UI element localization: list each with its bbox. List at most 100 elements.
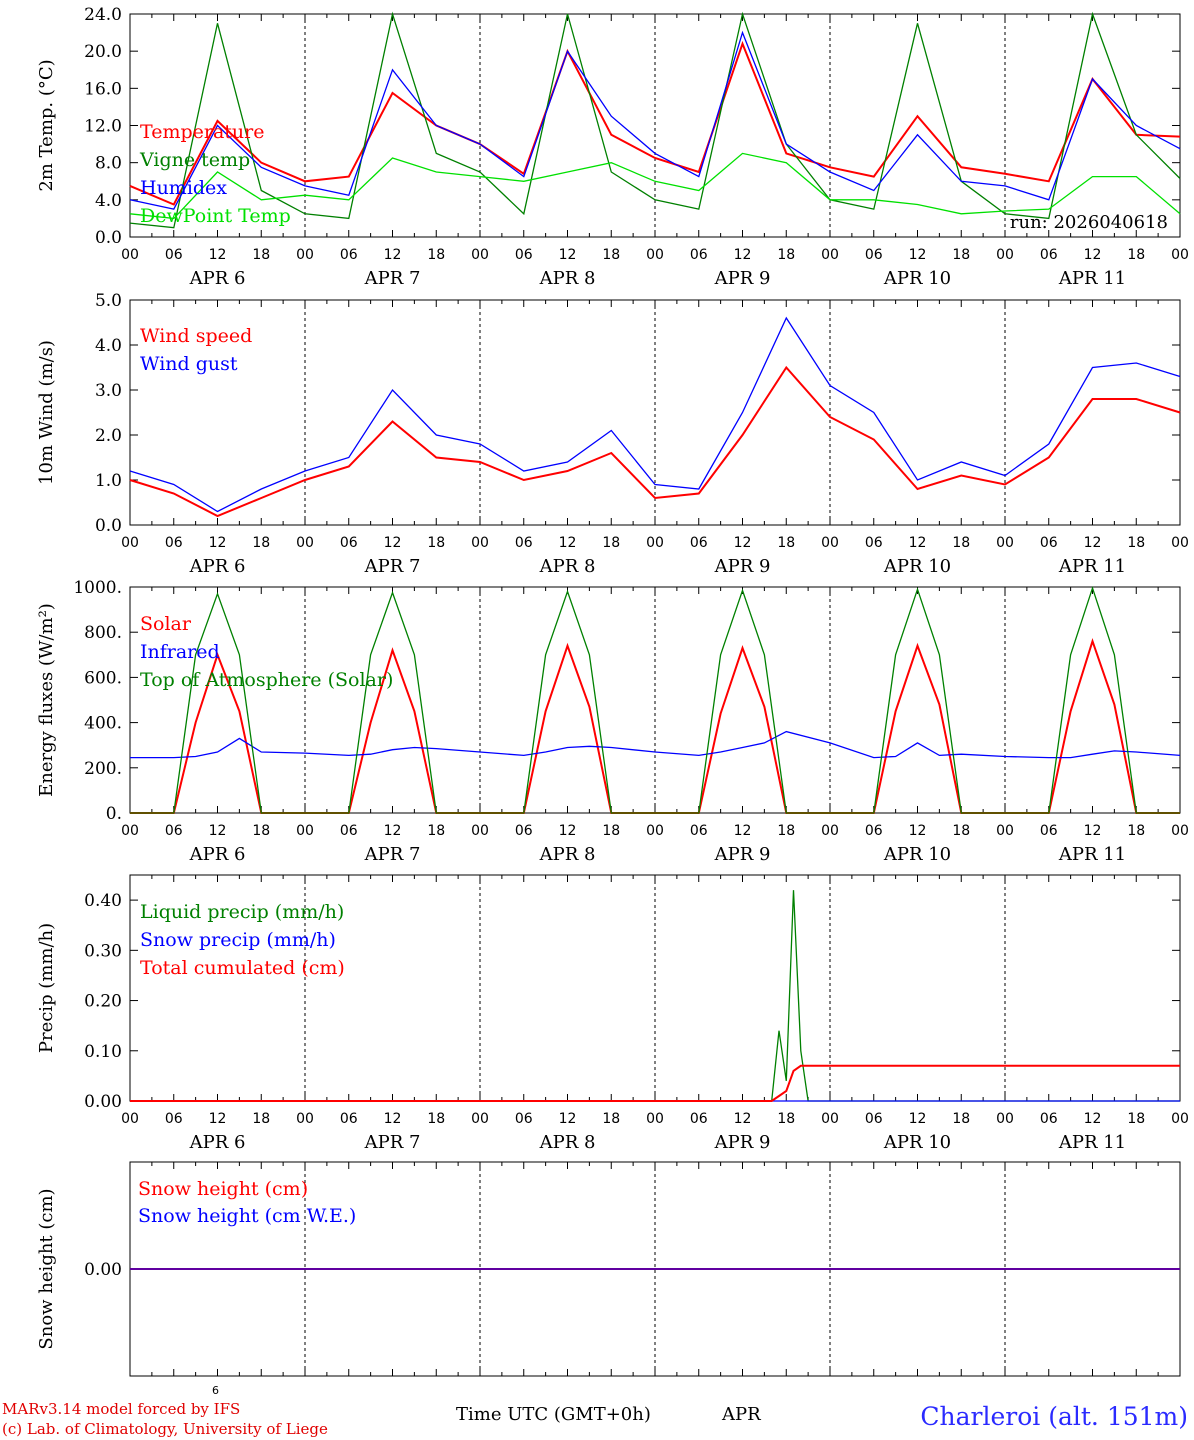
panel-frame xyxy=(129,299,1181,526)
x-tick-label: 06 xyxy=(165,1111,183,1127)
y-tick-label: 0.20 xyxy=(84,992,122,1012)
x-tick-label: 00 xyxy=(296,247,314,263)
x-tick-label: 00 xyxy=(1171,1111,1189,1127)
x-tick-label: 00 xyxy=(996,247,1014,263)
day-label: APR 6 xyxy=(189,556,246,577)
day-label: APR 9 xyxy=(714,556,771,577)
legend-entry: Wind gust xyxy=(140,353,238,375)
x-tick-label: 06 xyxy=(340,823,358,839)
x-axis-label: Time UTC (GMT+0h) xyxy=(456,1404,651,1425)
series-line xyxy=(129,316,1181,513)
day-label: APR 8 xyxy=(539,1132,596,1153)
y-tick-label: 0.10 xyxy=(84,1042,122,1062)
y-tick-label: 200. xyxy=(84,759,122,779)
credit-line-model: MARv3.14 model forced by IFS xyxy=(2,1400,241,1418)
legend-entry: Infrared xyxy=(140,641,220,663)
y-tick-label: 1.0 xyxy=(95,471,122,491)
series-line xyxy=(130,1064,1180,1102)
y-tick-label: 0.0 xyxy=(95,228,122,248)
x-tick-label: 00 xyxy=(821,535,839,551)
x-tick-label: 12 xyxy=(559,247,577,263)
x-tick-label: 00 xyxy=(121,247,139,263)
x-tick-label: 06 xyxy=(690,1111,708,1127)
y-axis-label: Precip (mm/h) xyxy=(36,923,57,1053)
x-tick-label: 18 xyxy=(777,247,795,263)
legend-entry: Snow height (cm W.E.) xyxy=(138,1205,356,1227)
x-tick-label: 00 xyxy=(296,823,314,839)
x-tick-label: 12 xyxy=(559,823,577,839)
y-tick-label: 1000. xyxy=(73,578,122,598)
x-tick-label: 06 xyxy=(515,823,533,839)
x-tick-label: 06 xyxy=(1040,823,1058,839)
day-label: APR 9 xyxy=(714,844,771,865)
legend-entry: Humidex xyxy=(140,177,227,199)
x-tick-label: 12 xyxy=(1084,247,1102,263)
x-tick-label: 06 xyxy=(690,535,708,551)
y-tick-label: 16.0 xyxy=(84,79,122,99)
x-tick-label: 06 xyxy=(1040,535,1058,551)
y-axis-label: Energy fluxes (W/m²) xyxy=(36,603,57,797)
x-tick-label: 18 xyxy=(777,1111,795,1127)
y-tick-label: 0.0 xyxy=(95,516,122,536)
x-tick-label: 06 xyxy=(865,1111,883,1127)
x-tick-label: 00 xyxy=(646,535,664,551)
legend-entry: Vigne temp xyxy=(139,149,250,171)
series-line xyxy=(130,586,1180,814)
day-label: APR 11 xyxy=(1058,268,1126,289)
x-tick-label: 06 xyxy=(165,823,183,839)
x-tick-label: 00 xyxy=(121,535,139,551)
series-line xyxy=(129,365,1181,518)
legend-entry: Temperature xyxy=(140,121,264,143)
x-tick-label: 12 xyxy=(209,535,227,551)
x-tick-label: 06 xyxy=(340,535,358,551)
x-tick-label: 12 xyxy=(384,247,402,263)
x-tick-label: 00 xyxy=(646,247,664,263)
x-tick-label: 00 xyxy=(471,535,489,551)
day-label: APR 9 xyxy=(714,268,771,289)
x-tick-label: 12 xyxy=(734,1111,752,1127)
y-tick-label: 0.00 xyxy=(84,1092,122,1112)
day-label: APR 11 xyxy=(1058,1132,1126,1153)
x-tick-label: 18 xyxy=(1127,247,1145,263)
x-tick-label: 12 xyxy=(1084,535,1102,551)
x-tick-label: 18 xyxy=(602,823,620,839)
day-label: APR 7 xyxy=(364,844,421,865)
x-tick-label: 06 xyxy=(515,247,533,263)
x-tick-label: 00 xyxy=(996,823,1014,839)
day-label: APR 6 xyxy=(189,1132,246,1153)
y-tick-label: 800. xyxy=(84,623,122,643)
x-tick-label: 18 xyxy=(602,247,620,263)
x-tick-label: 00 xyxy=(821,247,839,263)
y-tick-label: 600. xyxy=(84,668,122,688)
x-tick-label: 12 xyxy=(559,1111,577,1127)
day-label: APR 8 xyxy=(539,844,596,865)
x-tick-label: 00 xyxy=(296,1111,314,1127)
y-tick-label: 24.0 xyxy=(84,5,122,25)
day-label: APR 7 xyxy=(364,268,421,289)
y-tick-label: 12.0 xyxy=(84,117,122,137)
x-tick-label: 06 xyxy=(865,535,883,551)
day-label: APR 9 xyxy=(714,1132,771,1153)
x-tick-label: 06 xyxy=(1040,1111,1058,1127)
legend-entry: Snow height (cm) xyxy=(138,1178,308,1200)
day-superscript: 6 xyxy=(212,1384,219,1397)
x-tick-label: 00 xyxy=(996,535,1014,551)
x-tick-label: 18 xyxy=(252,535,270,551)
x-tick-label: 06 xyxy=(865,247,883,263)
y-tick-label: 0.40 xyxy=(84,891,122,911)
x-tick-label: 12 xyxy=(209,823,227,839)
x-tick-label: 06 xyxy=(690,247,708,263)
x-tick-label: 18 xyxy=(952,1111,970,1127)
day-label: APR 10 xyxy=(883,556,951,577)
legend-entry: Total cumulated (cm) xyxy=(140,957,345,979)
x-tick-label: 00 xyxy=(996,1111,1014,1127)
x-tick-label: 18 xyxy=(602,1111,620,1127)
y-tick-label: 0.00 xyxy=(84,1260,122,1280)
x-tick-label: 00 xyxy=(471,1111,489,1127)
series-line xyxy=(129,40,1181,206)
x-tick-label: 12 xyxy=(1084,1111,1102,1127)
day-label: APR 11 xyxy=(1058,556,1126,577)
x-tick-label: 18 xyxy=(1127,823,1145,839)
legend-entry: Snow precip (mm/h) xyxy=(140,929,336,951)
x-tick-label: 18 xyxy=(252,247,270,263)
